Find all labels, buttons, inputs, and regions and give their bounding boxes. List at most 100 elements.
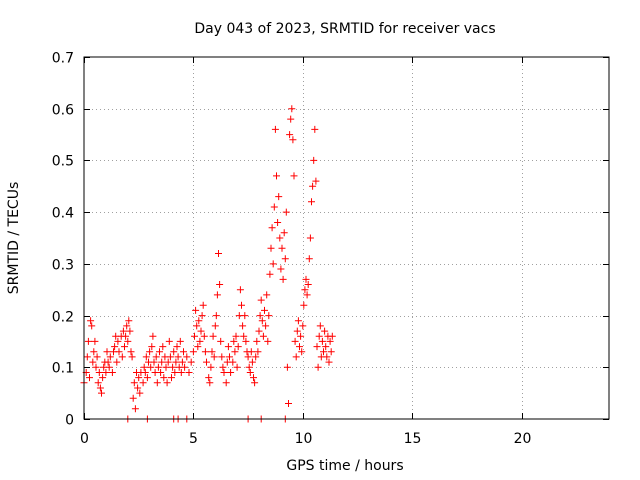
x-tick-label: 15 — [404, 431, 422, 447]
data-point — [316, 322, 324, 330]
data-point — [156, 348, 163, 356]
data-point — [171, 369, 179, 376]
data-point — [136, 389, 144, 397]
data-point — [239, 322, 247, 330]
data-point — [314, 363, 322, 371]
data-point — [86, 374, 93, 382]
data-point — [96, 384, 104, 392]
data-point — [103, 348, 111, 356]
data-point — [261, 306, 268, 314]
data-point — [128, 353, 136, 361]
data-point — [178, 358, 186, 366]
data-point — [169, 363, 177, 371]
data-point — [150, 358, 158, 366]
data-point — [292, 353, 300, 361]
data-point — [210, 353, 218, 361]
data-point — [259, 332, 267, 340]
data-point — [315, 332, 323, 340]
data-point — [306, 234, 314, 242]
data-point — [208, 348, 216, 356]
data-point — [301, 286, 309, 294]
data-point — [280, 229, 288, 237]
data-point — [209, 332, 217, 340]
data-point — [108, 369, 116, 376]
data-point — [121, 343, 128, 351]
data-point — [114, 337, 122, 345]
data-point — [84, 337, 92, 345]
data-point — [268, 224, 276, 232]
y-tick-label: 0.6 — [52, 103, 74, 119]
data-point — [224, 343, 232, 351]
data-point — [196, 337, 204, 345]
data-point — [154, 363, 162, 371]
data-point — [219, 363, 227, 371]
data-point — [122, 332, 130, 340]
data-point — [83, 353, 91, 361]
data-point — [157, 369, 165, 376]
data-point — [263, 291, 271, 299]
x-axis-label: GPS time / hours — [286, 458, 403, 474]
y-tick-label: 0.2 — [52, 310, 74, 326]
data-point — [275, 193, 283, 201]
data-point — [160, 374, 168, 382]
data-point — [304, 281, 312, 288]
data-point — [111, 343, 119, 351]
data-point — [265, 312, 273, 320]
data-point — [159, 343, 167, 351]
data-point — [258, 317, 266, 325]
data-point — [201, 348, 209, 356]
y-tick-label: 0.1 — [52, 361, 74, 377]
x-tick-label: 20 — [514, 431, 532, 447]
data-point — [246, 369, 254, 376]
data-point — [226, 353, 233, 361]
data-point — [217, 337, 225, 345]
data-point — [318, 337, 326, 345]
x-tick-label: 10 — [295, 431, 313, 447]
data-point — [231, 348, 239, 356]
data-point — [240, 332, 248, 340]
data-point — [253, 337, 261, 345]
data-point — [172, 358, 180, 366]
data-point — [193, 322, 201, 330]
data-point — [236, 286, 244, 294]
data-point — [325, 358, 333, 366]
data-point — [115, 348, 123, 356]
data-point — [313, 343, 321, 351]
data-point — [215, 250, 222, 257]
data-point — [218, 353, 226, 361]
y-tick-label: 0 — [65, 413, 74, 429]
data-point — [216, 281, 224, 288]
data-point — [328, 332, 336, 340]
data-point — [129, 394, 137, 402]
data-point — [180, 348, 187, 356]
data-point — [230, 337, 238, 345]
data-point — [134, 384, 142, 392]
data-point — [303, 291, 311, 299]
data-point — [197, 327, 205, 335]
data-point — [294, 317, 302, 325]
data-point — [305, 255, 313, 263]
chart-title: Day 043 of 2023, SRMTID for receiver vac… — [194, 21, 495, 37]
data-point — [165, 337, 173, 345]
data-point — [162, 363, 170, 371]
data-point — [302, 275, 310, 283]
data-point — [241, 312, 249, 320]
data-point — [252, 353, 260, 361]
data-point — [242, 337, 250, 345]
data-point — [326, 337, 334, 345]
data-point — [290, 172, 298, 180]
data-point — [251, 379, 259, 387]
data-point — [254, 348, 262, 356]
data-point — [213, 291, 221, 299]
data-point — [92, 363, 100, 371]
y-tick-label: 0.3 — [52, 258, 74, 274]
data-point — [187, 358, 195, 366]
data-point — [320, 348, 327, 356]
data-point — [281, 255, 289, 263]
data-point — [288, 105, 296, 113]
data-point — [170, 348, 178, 356]
data-point — [234, 343, 242, 351]
data-point — [88, 322, 96, 330]
data-point — [89, 358, 97, 366]
